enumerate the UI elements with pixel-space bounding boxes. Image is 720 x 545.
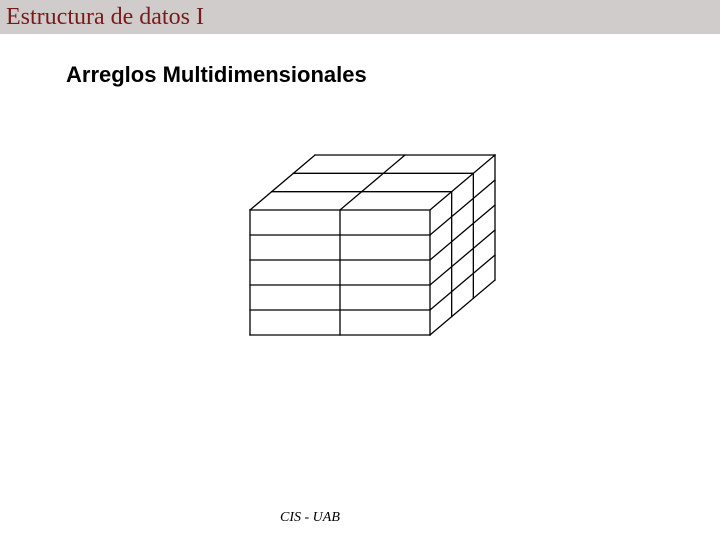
footer-text: CIS - UAB (280, 510, 340, 526)
cube-svg (0, 0, 720, 540)
cube-diagram (0, 0, 720, 545)
